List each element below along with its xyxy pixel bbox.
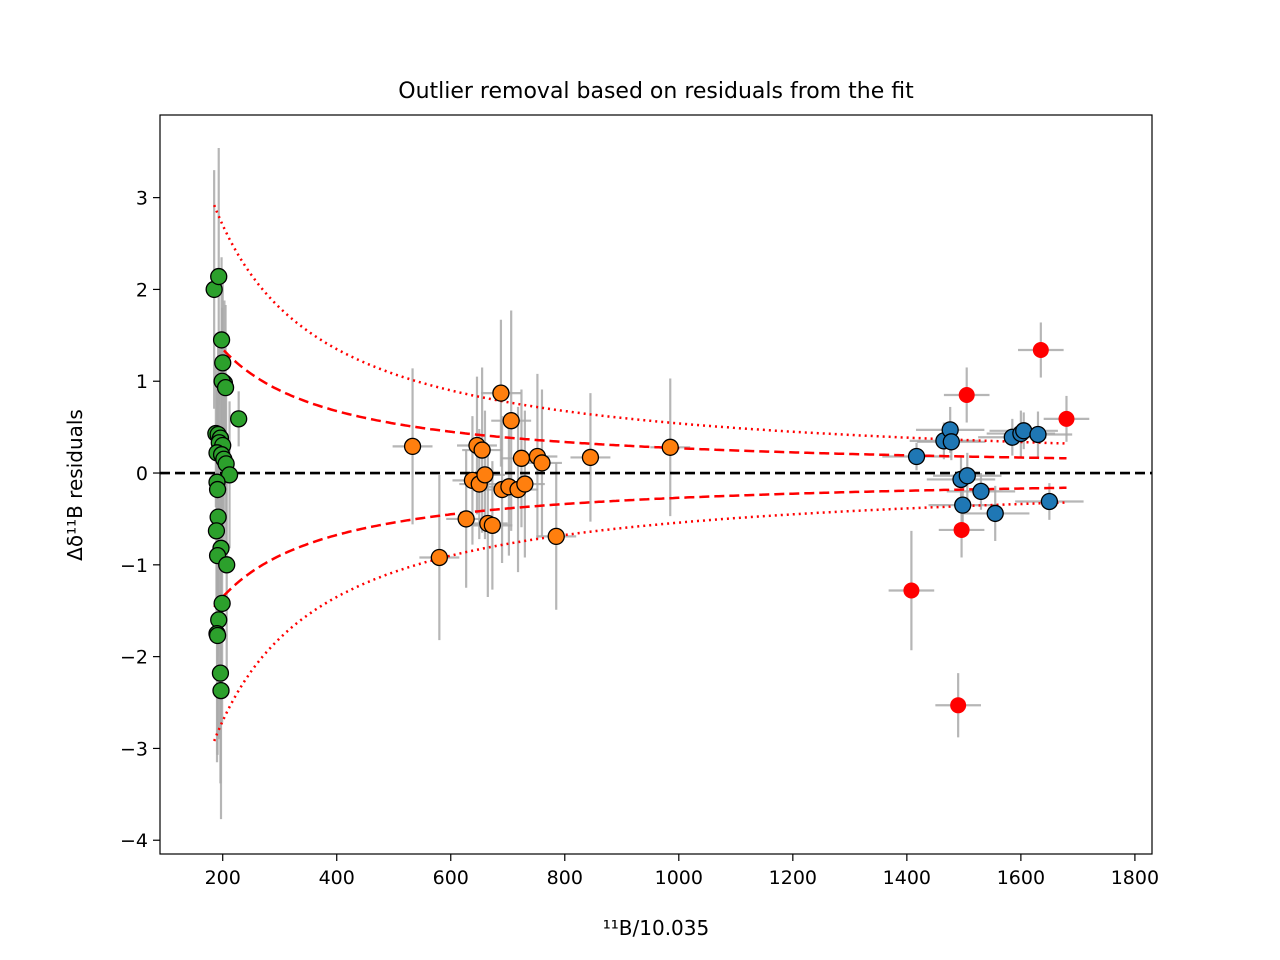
y-tick-label: −1: [120, 555, 148, 577]
x-axis-label: ¹¹B/10.035: [603, 916, 709, 940]
blue-data-point: [954, 496, 972, 514]
y-tick-label: 0: [136, 463, 148, 485]
x-tick-label: 400: [319, 867, 355, 889]
orange-data-point: [430, 548, 449, 567]
x-tick-label: 1200: [769, 867, 817, 889]
orange-data-point: [457, 510, 475, 528]
orange-data-point: [516, 475, 534, 493]
outliers-data-point: [958, 386, 975, 403]
x-axis: 200 400 600 800 1000 1200 1400 1600 1800: [205, 854, 1159, 889]
x-tick-label: 600: [433, 867, 469, 889]
chart-title: Outlier removal based on residuals from …: [398, 79, 914, 104]
y-tick-label: −2: [120, 647, 148, 669]
green-data-point: [230, 410, 248, 428]
green-data-point: [208, 626, 227, 645]
orange-data-point: [533, 454, 551, 472]
blue-data-point: [1029, 425, 1047, 444]
orange-data-point: [476, 466, 494, 484]
outliers-data-point: [950, 697, 967, 714]
plot-frame: [159, 114, 1153, 855]
orange-data-point: [547, 527, 565, 546]
y-tick-label: 1: [136, 371, 148, 393]
orange-data-point: [492, 384, 510, 402]
orange-data-point: [502, 412, 520, 430]
orange-data-point: [512, 449, 531, 467]
green-data-point: [212, 681, 230, 700]
green-data-point: [210, 267, 228, 286]
orange-data-point: [473, 441, 491, 459]
orange-data-point: [403, 437, 422, 456]
blue-data-point: [907, 447, 926, 466]
orange-data-point: [483, 516, 502, 535]
orange-data-point: [661, 438, 679, 456]
x-tick-label: 1000: [655, 867, 703, 889]
y-axis-label: Δδ¹¹B residuals: [63, 409, 87, 561]
green-data-point: [208, 480, 227, 499]
x-tick-label: 200: [205, 867, 241, 889]
blue-data-point: [972, 482, 990, 501]
blue-data-point: [942, 433, 960, 451]
outliers-data-point: [903, 582, 920, 599]
blue-data-point: [958, 467, 976, 485]
green-data-point: [214, 354, 232, 372]
outliers-data-point: [1058, 410, 1075, 427]
green-data-point: [211, 664, 230, 682]
outliers-data-point: [953, 521, 970, 538]
green-data-point: [212, 331, 231, 349]
x-tick-label: 800: [547, 867, 583, 889]
blue-data-point: [1015, 422, 1033, 440]
green-data-point: [213, 594, 231, 613]
x-tick-label: 1400: [883, 867, 931, 889]
y-axis: −4 −3 −2 −1 0 1 2 3: [120, 188, 160, 852]
green-data-point: [216, 378, 235, 397]
blue-data-point: [1040, 492, 1059, 511]
y-tick-label: −3: [120, 738, 148, 760]
green-data-point: [207, 522, 226, 540]
blue-data-point: [986, 504, 1004, 523]
orange-data-point: [581, 448, 600, 467]
y-tick-label: 3: [136, 188, 148, 210]
x-tick-label: 1800: [1111, 867, 1159, 889]
green-data-point: [218, 556, 236, 574]
x-tick-label: 1600: [997, 867, 1045, 889]
plot-area: [160, 148, 1152, 820]
lower-dashed-bound: [213, 486, 1067, 608]
outliers-data-point: [1032, 342, 1049, 359]
y-tick-label: 2: [136, 279, 148, 301]
y-tick-label: −4: [120, 830, 148, 852]
